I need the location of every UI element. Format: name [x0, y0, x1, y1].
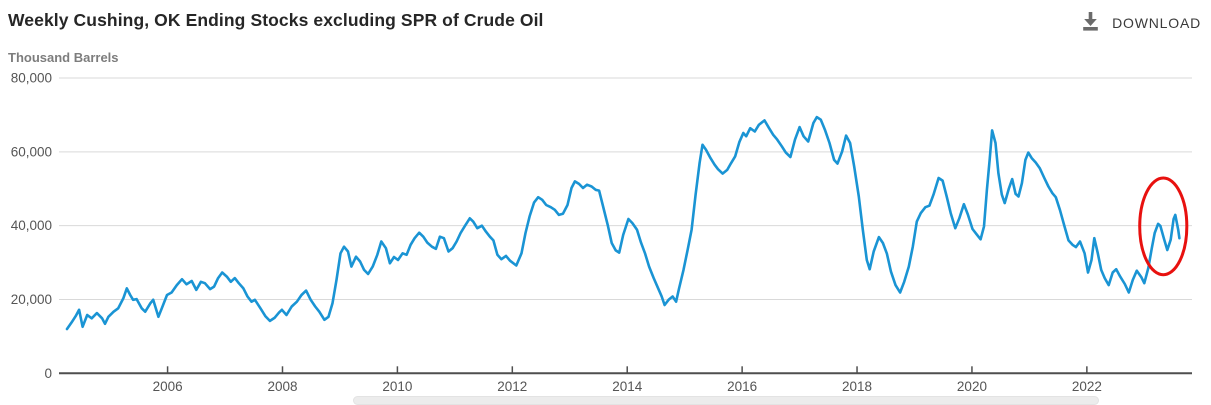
- y-axis-units-label: Thousand Barrels: [8, 50, 119, 65]
- y-tick-label: 0: [44, 366, 52, 381]
- x-tick-label: 2008: [267, 379, 297, 394]
- y-tick-label: 80,000: [11, 71, 52, 86]
- x-tick-label: 2010: [382, 379, 412, 394]
- x-tick-label: 2020: [957, 379, 987, 394]
- chart-header: Weekly Cushing, OK Ending Stocks excludi…: [8, 10, 1201, 34]
- annotation-ellipse: [1138, 176, 1189, 277]
- y-tick-label: 20,000: [11, 292, 52, 307]
- stocks-line-series: [65, 115, 1181, 331]
- chart-title: Weekly Cushing, OK Ending Stocks excludi…: [8, 10, 544, 30]
- download-button[interactable]: DOWNLOAD: [1080, 10, 1201, 34]
- x-tick-label: 2018: [842, 379, 872, 394]
- x-tick-label: 2016: [727, 379, 757, 394]
- y-tick-label: 60,000: [11, 144, 52, 159]
- y-tick-label: 40,000: [11, 218, 52, 233]
- x-tick-label: 2022: [1072, 379, 1102, 394]
- download-icon: [1080, 12, 1101, 34]
- x-tick-label: 2012: [497, 379, 527, 394]
- x-tick-label: 2014: [612, 379, 643, 394]
- download-label: DOWNLOAD: [1112, 15, 1201, 31]
- x-tick-label: 2006: [153, 379, 183, 394]
